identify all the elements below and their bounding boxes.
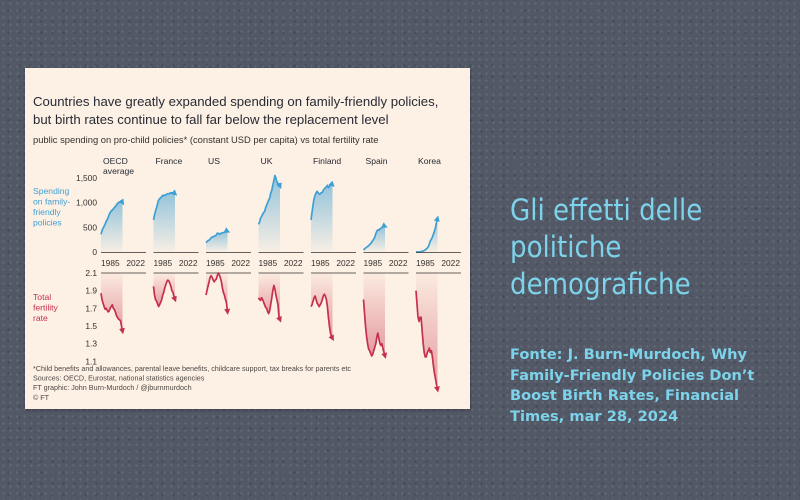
spending-axis-label: friendly [33,207,61,217]
x-tick-end: 2022 [284,258,303,268]
chart-subtitle: public spending on pro-child policies* (… [33,134,378,145]
spending-axis-label: policies [33,218,62,228]
fertility-line [205,272,231,315]
slide-title: Gli effetti delle politiche demografiche [510,192,770,303]
spending-y-tick: 1,500 [76,173,97,183]
spending-area [101,201,123,252]
spending-axis-label: Spending [33,186,70,196]
spending-area [153,192,175,252]
slide-title-line: demografiche [510,267,691,301]
x-tick-start: 1985 [259,258,278,268]
fertility-line [257,284,282,323]
country-name: France [156,156,183,166]
spending-line [100,198,125,235]
fertility-line [100,293,125,335]
fertility-y-tick: 2.1 [85,268,97,278]
country-name: Korea [418,156,441,166]
fertility-spending-chart: Countries have greatly expanded spending… [33,94,461,402]
country-panel: Finland 1985 2022 [310,156,356,342]
fertility-area [311,273,333,339]
slide-title-line: politiche [510,230,622,264]
source-citation: Fonte: J. Burn-Murdoch, Why Family-Frien… [510,345,780,427]
country-name: US [208,156,220,166]
spending-area [258,175,280,252]
fertility-y-tick: 1.9 [85,286,97,296]
spending-line [152,189,178,221]
country-name: average [103,166,134,176]
fertility-y-tick: 1.7 [85,303,97,313]
x-tick-start: 1985 [416,258,435,268]
chart-notes: *Child benefits and allowances, parental… [33,364,351,402]
spending-y-tick: 0 [92,247,97,257]
source-line: Boost Birth Rates, Financial [510,387,740,404]
country-name: Spain [366,156,388,166]
country-panel: Spain 1985 2022 [362,156,409,359]
spending-line [205,227,231,244]
source-line: Fonte: J. Burn-Murdoch, Why [510,346,748,363]
x-tick-start: 1985 [101,258,120,268]
country-panel: UK 1985 2022 [257,156,304,323]
country-panel: Korea 1985 2022 [415,156,461,393]
country-name: Finland [313,156,341,166]
fertility-line [310,293,334,342]
chart-note: Sources: OECD, Eurostat, national statis… [33,374,205,383]
spending-line [362,222,388,251]
fertility-y-tick: 1.1 [85,356,97,366]
slide-title-line: Gli effetti delle [510,193,703,227]
source-line: Family-Friendly Policies Don’t [510,366,755,384]
x-tick-end: 2022 [231,258,250,268]
fertility-y-tick: 1.3 [85,339,97,349]
chart-note: FT graphic: John Burn-Murdoch / @jburnmu… [33,383,192,392]
fertility-axis-label: fertility [33,303,59,313]
x-tick-end: 2022 [126,258,145,268]
chart-title-line-1: Countries have greatly expanded spending… [33,94,438,109]
spending-axis-label: on family- [33,197,70,207]
fertility-line [152,279,177,308]
fertility-area [363,273,385,356]
x-tick-end: 2022 [441,258,460,268]
chart-title-line-2: but birth rates continue to fall far bel… [33,112,389,127]
spending-y-tick: 500 [83,222,97,232]
x-tick-end: 2022 [389,258,408,268]
spending-area [206,230,228,252]
x-tick-end: 2022 [179,258,198,268]
country-panel: US 1985 2022 [205,156,251,315]
fertility-axis-label: rate [33,313,48,323]
chart-note: *Child benefits and allowances, parental… [33,364,351,373]
source-line: Times, mar 28, 2024 [510,407,679,425]
x-tick-start: 1985 [154,258,173,268]
axis-labels: 1,500 1,000 500 0 2.1 1.9 1.7 1.5 1.3 1.1 Spending… [33,173,97,366]
spending-y-tick: 1,000 [76,198,97,208]
fertility-y-tick: 1.5 [85,321,97,331]
country-name: OECD [103,156,128,166]
spending-line [310,180,335,221]
chart-note: © FT [33,393,50,402]
spending-area [311,183,333,252]
x-tick-end: 2022 [336,258,355,268]
country-name: UK [261,156,273,166]
spending-line [416,215,440,253]
chart-card: Countries have greatly expanded spending… [25,68,470,409]
fertility-area [416,273,438,390]
x-tick-start: 1985 [311,258,330,268]
fertility-area [258,273,280,320]
country-panel: France 1985 2022 [152,156,199,308]
x-tick-start: 1985 [364,258,383,268]
fertility-line [415,290,440,393]
fertility-axis-label: Total [33,292,51,302]
fertility-area [101,273,123,332]
x-tick-start: 1985 [206,258,225,268]
spending-area [416,218,438,252]
spending-line [257,174,282,225]
fertility-line [362,299,388,359]
